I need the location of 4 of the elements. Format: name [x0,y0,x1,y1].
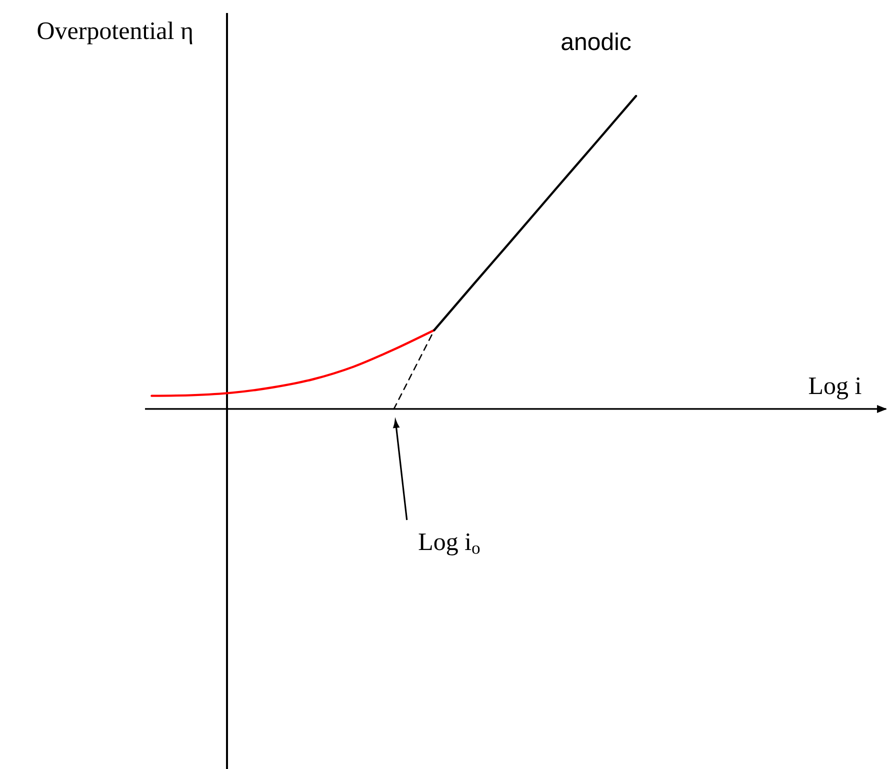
text: Log i [808,377,862,400]
series-label: anodic [562,32,631,50]
text: Log i$_{o}$ [418,533,480,556]
y-axis-title: Overpotential η [38,22,192,44]
